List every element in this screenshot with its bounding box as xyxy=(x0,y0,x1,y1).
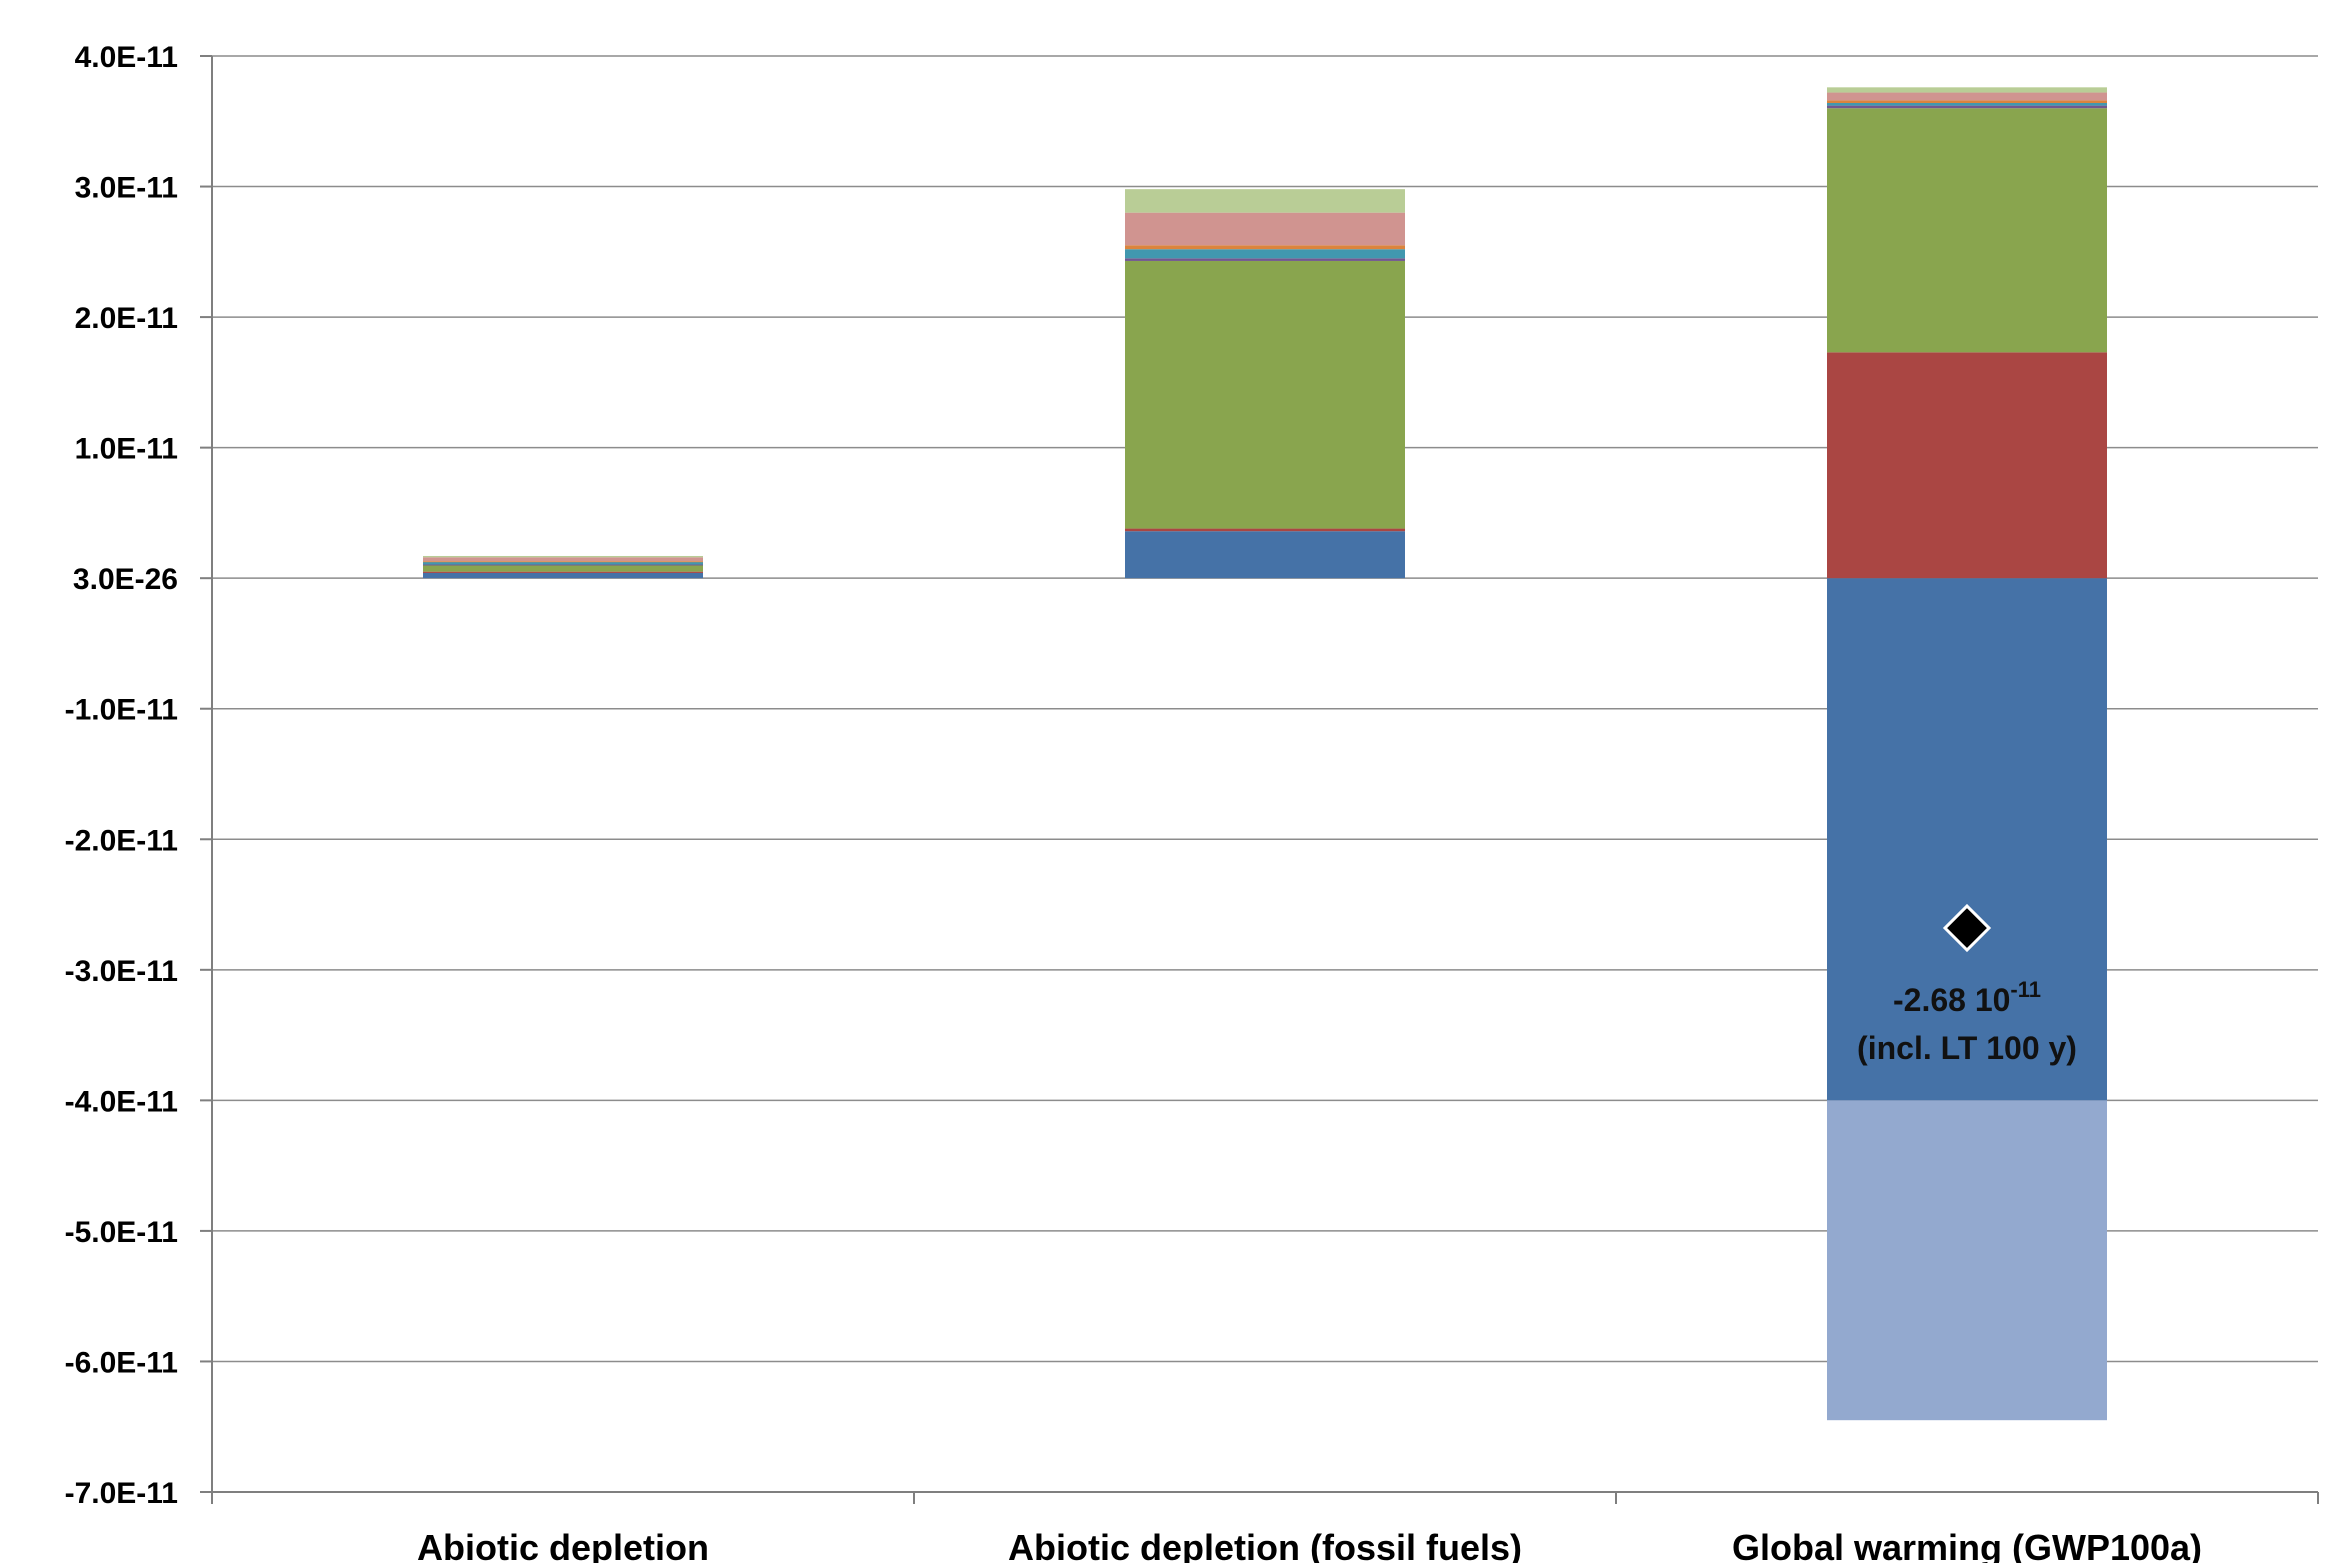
bar-segment xyxy=(423,564,703,566)
bar-segment xyxy=(1125,528,1405,532)
bar-segment xyxy=(1827,108,2107,353)
bar-segment xyxy=(1827,1100,2107,1421)
bar-segment xyxy=(423,561,703,563)
y-tick-label: -7.0E-11 xyxy=(65,1477,178,1510)
bar-segment xyxy=(423,561,703,565)
category-label: Global warming (GWP100a) xyxy=(1732,1527,2202,1563)
bar-segment xyxy=(1125,258,1405,261)
y-tick-label: -5.0E-11 xyxy=(65,1216,178,1249)
y-tick-label: -3.0E-11 xyxy=(65,955,178,988)
y-tick-label: 3.0E-11 xyxy=(75,172,178,205)
annotation: -2.68 10-11 (incl. LT 100 y) xyxy=(1857,903,2077,1066)
y-tick-label: 3.0E-26 xyxy=(73,563,178,596)
bar-segment xyxy=(423,565,703,572)
bar-segment xyxy=(423,557,703,562)
labels: 4.0E-11 3.0E-11 2.0E-11 1.0E-11 3.0E-26 -1.0E… xyxy=(65,41,2202,1563)
bar-segment xyxy=(423,555,703,558)
bar-segment xyxy=(1125,245,1405,250)
bar-segment xyxy=(1125,212,1405,246)
bar-segment xyxy=(1827,92,2107,101)
y-tick-label: 4.0E-11 xyxy=(75,41,178,74)
category-label: Abiotic depletion (fossil fuels) xyxy=(1008,1527,1522,1563)
bar-segment xyxy=(1125,531,1405,579)
category-label: Abiotic depletion xyxy=(417,1527,709,1563)
y-tick-label: -2.0E-11 xyxy=(65,824,178,857)
y-tick-label: -4.0E-11 xyxy=(65,1085,178,1118)
bar-segment xyxy=(1827,578,2107,1101)
bar-segment xyxy=(1827,105,2107,109)
bars xyxy=(423,87,2107,1421)
bar-segment xyxy=(1827,87,2107,93)
bar-segment xyxy=(1125,249,1405,259)
bar-segment xyxy=(1125,189,1405,213)
bar-segment xyxy=(1827,102,2107,106)
diamond-marker xyxy=(1942,903,1992,953)
y-tick-label: 1.0E-11 xyxy=(75,433,178,466)
bar-segment xyxy=(1125,260,1405,529)
bar-segment xyxy=(423,571,703,573)
y-tick-label: -1.0E-11 xyxy=(65,694,178,727)
annotation-value: -2.68 10-11 xyxy=(1893,977,2041,1018)
bar-segment xyxy=(423,572,703,579)
annotation-note: (incl. LT 100 y) xyxy=(1857,1030,2077,1066)
bar-segment xyxy=(1827,352,2107,579)
axes xyxy=(200,55,2319,1504)
y-tick-label: 2.0E-11 xyxy=(75,302,178,335)
y-tick-label: -6.0E-11 xyxy=(65,1346,178,1379)
bar-segment xyxy=(1827,100,2107,103)
